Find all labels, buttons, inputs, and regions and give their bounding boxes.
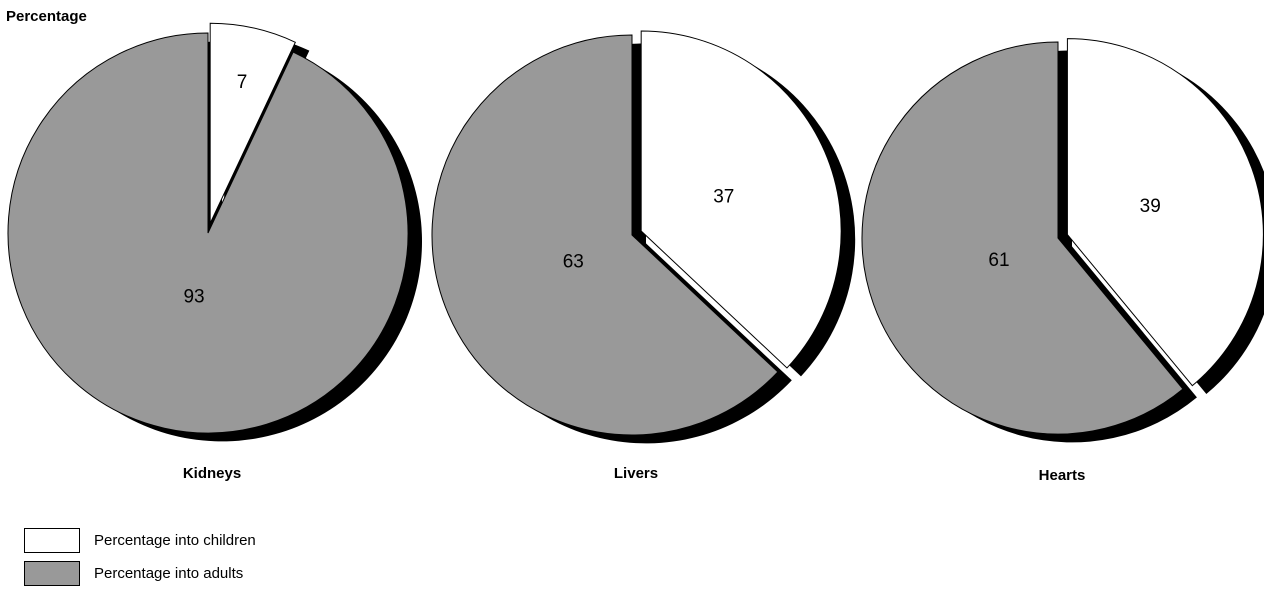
pie-livers: 37 63 Livers	[431, 30, 856, 482]
legend-label-adults: Percentage into adults	[94, 565, 244, 582]
data-label-adults: 93	[183, 286, 204, 307]
legend: Percentage into children Percentage into…	[24, 524, 256, 590]
legend-label-children: Percentage into children	[94, 532, 256, 549]
pie-kidneys: 7 93 Kidneys	[7, 22, 423, 482]
slice-adults	[7, 32, 409, 434]
slice-children	[640, 30, 842, 369]
data-label-adults: 63	[563, 251, 584, 272]
data-label-children: 37	[713, 186, 734, 207]
data-label-adults: 61	[988, 250, 1009, 271]
pie-hearts: 39 61 Hearts	[861, 38, 1264, 484]
legend-swatch-children	[24, 528, 80, 553]
pie-title: Hearts	[1039, 467, 1086, 484]
legend-item-children: Percentage into children	[24, 524, 256, 557]
slice-children	[1066, 38, 1264, 387]
slice-adults	[861, 41, 1184, 435]
slice-children	[209, 22, 297, 224]
pie-title: Livers	[614, 465, 658, 482]
legend-swatch-adults	[24, 561, 80, 586]
data-label-children: 7	[237, 72, 248, 93]
slice-adults	[431, 34, 779, 436]
y-axis-label: Percentage	[6, 8, 87, 25]
pie-title: Kidneys	[183, 465, 241, 482]
data-label-children: 39	[1140, 196, 1161, 217]
legend-item-adults: Percentage into adults	[24, 557, 256, 590]
